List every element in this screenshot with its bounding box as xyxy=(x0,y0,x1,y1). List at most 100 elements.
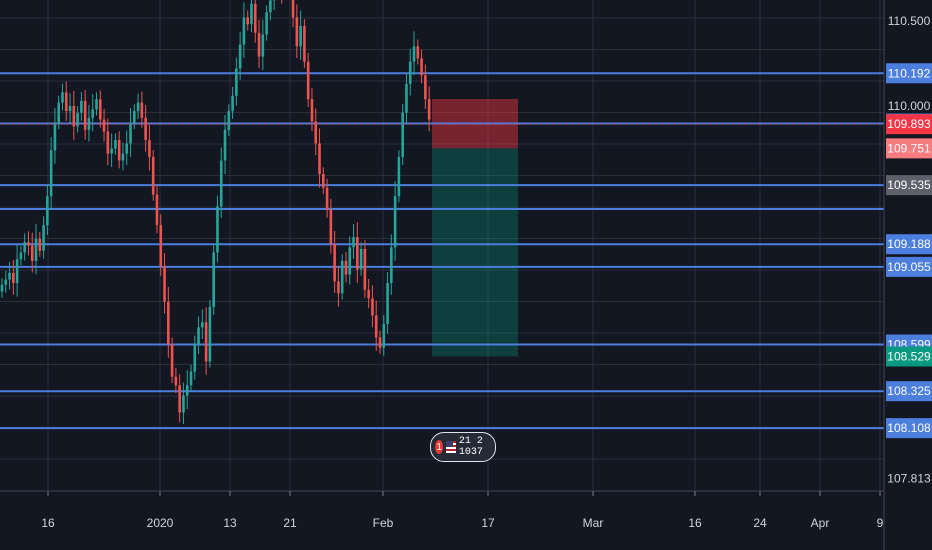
level-price-tag: 109.055 xyxy=(887,260,931,274)
level-price-tag: 109.535 xyxy=(887,178,931,192)
current-price-tag: 109.893 xyxy=(887,117,931,131)
candle-body xyxy=(144,117,147,141)
current-price-tag-bg xyxy=(886,114,932,135)
candle-body xyxy=(329,209,333,244)
candle-body xyxy=(257,32,261,57)
candle-body xyxy=(318,143,321,175)
candle-body xyxy=(393,196,397,248)
candle-body xyxy=(12,272,15,284)
candle-body xyxy=(420,58,423,76)
time-axis-label: 2020 xyxy=(147,516,174,530)
candle-body xyxy=(405,83,408,113)
us-flag-icon xyxy=(446,441,456,453)
short-position-tool[interactable] xyxy=(432,98,518,357)
time-axis-label: 16 xyxy=(688,516,702,530)
candle-body xyxy=(102,119,106,132)
candle-body xyxy=(212,252,215,307)
candle-body xyxy=(193,344,197,372)
price-axis[interactable]: 110.500107.813110.000110.192109.897109.5… xyxy=(886,14,932,486)
candle-body xyxy=(46,196,49,226)
candle-body xyxy=(38,238,42,251)
candle-body xyxy=(57,102,60,123)
horizontal-levels[interactable] xyxy=(0,72,884,430)
candle-body xyxy=(386,283,389,324)
level-price-tag-bg xyxy=(886,418,932,439)
candle-body xyxy=(382,323,386,348)
candle-body xyxy=(136,102,140,112)
time-axis-label: Apr xyxy=(811,516,830,530)
candle-body xyxy=(15,259,19,284)
time-axis-label: 21 xyxy=(283,516,297,530)
candle-body xyxy=(87,117,91,130)
candle-body xyxy=(397,157,401,197)
candle-body xyxy=(167,301,170,345)
candle-body xyxy=(242,17,246,45)
level-price-tag-bg xyxy=(886,381,932,402)
candle-body xyxy=(374,315,378,338)
candle-body xyxy=(223,129,227,161)
candle-body xyxy=(53,122,57,151)
candle-body xyxy=(95,99,98,110)
candle-body xyxy=(0,284,4,292)
candle-body xyxy=(367,289,370,299)
time-axis[interactable]: 16 2020 13 21 Feb 17 Mar 16 24 Apr 9 xyxy=(41,491,884,530)
candle-body xyxy=(106,131,110,154)
candle-body xyxy=(114,140,117,149)
target-price-tag: 108.529 xyxy=(887,349,931,363)
candle-body xyxy=(333,243,336,282)
candle-body xyxy=(201,322,204,328)
candle-body xyxy=(148,140,151,158)
candle-body xyxy=(322,174,325,188)
candle-body xyxy=(19,252,23,260)
price-axis-label: 110.500 xyxy=(888,14,931,28)
level-price-tag: 109.188 xyxy=(887,237,931,251)
candle-body xyxy=(133,111,136,123)
economic-event-badge[interactable]: 1 21 2 1037 xyxy=(430,432,496,462)
candle-body xyxy=(352,237,355,248)
candle-body xyxy=(151,157,155,195)
candle-body xyxy=(427,99,431,120)
candle-body xyxy=(295,17,299,47)
candle-body xyxy=(424,75,427,100)
candle-body xyxy=(64,92,68,112)
candlestick-series xyxy=(0,0,431,425)
candle-body xyxy=(155,194,159,226)
candle-body xyxy=(390,247,393,284)
candle-body xyxy=(378,337,382,348)
candle-body xyxy=(23,242,26,253)
level-price-tag: 110.192 xyxy=(888,66,931,80)
level-price-tag-bg xyxy=(886,63,932,84)
candle-body xyxy=(72,105,76,127)
candle-body xyxy=(61,92,64,103)
level-price-tag-bg xyxy=(886,234,932,255)
candle-body xyxy=(208,306,212,362)
candle-body xyxy=(8,272,11,280)
level-price-tag-bg xyxy=(886,256,932,277)
candle-body xyxy=(325,187,329,210)
candle-body xyxy=(4,279,8,285)
time-axis-label: Feb xyxy=(373,516,394,530)
take-profit-zone[interactable] xyxy=(432,148,518,357)
candle-body xyxy=(299,25,302,47)
candle-body xyxy=(42,225,45,251)
candle-body xyxy=(189,371,193,386)
candle-body xyxy=(265,12,268,35)
candle-body xyxy=(129,122,132,144)
candle-body xyxy=(401,112,404,158)
candle-body xyxy=(356,237,359,270)
candle-body xyxy=(412,46,416,62)
candle-body xyxy=(80,100,83,113)
event-count-badge: 1 xyxy=(435,440,444,454)
candle-body xyxy=(125,143,129,154)
time-axis-label: 9 xyxy=(877,516,884,530)
level-price-tag: 108.108 xyxy=(887,421,931,435)
candle-body xyxy=(363,249,367,290)
candle-body xyxy=(408,61,412,84)
candle-body xyxy=(337,281,340,294)
event-badge-text: 21 2 1037 xyxy=(458,436,483,458)
candle-body xyxy=(235,68,238,96)
candle-body xyxy=(27,242,30,246)
candle-body xyxy=(314,121,318,144)
candle-body xyxy=(238,44,242,69)
